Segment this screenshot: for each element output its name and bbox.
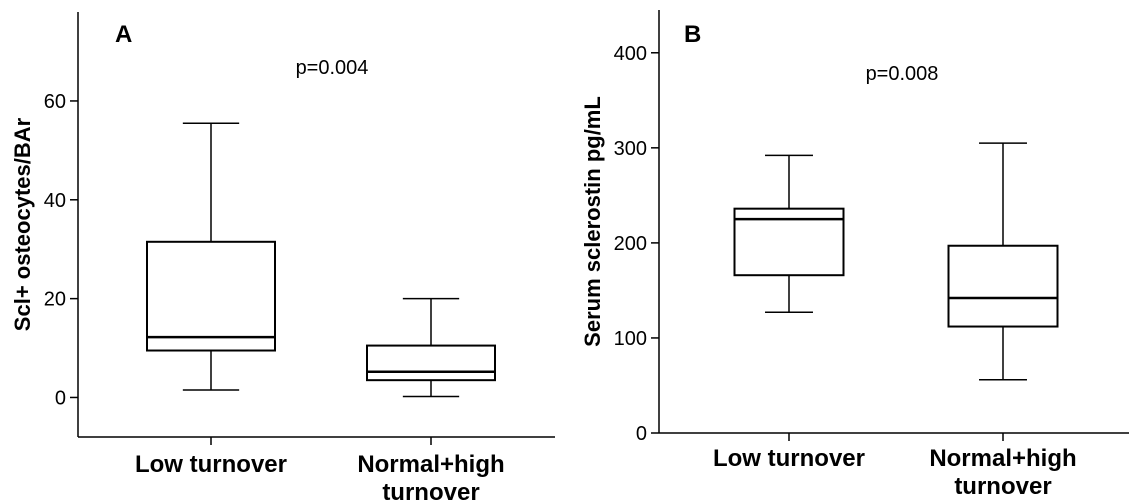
panel-b-category-label-line: Normal+high	[929, 445, 1076, 472]
panel-b-iqr-box	[947, 244, 1059, 328]
panel-a-y-axis-label: Scl+ osteocytes/BAr	[10, 117, 35, 331]
panel-b-category-label: Normal+high turnover	[929, 445, 1076, 500]
panel-a-y-tick-label: 60	[44, 91, 66, 113]
panel-a-category-label-line: Low turnover	[135, 451, 287, 478]
panel-a-category-label: Low turnover	[135, 451, 287, 478]
panel-a-category-label: Normal+high turnover	[357, 451, 504, 500]
panel-a: 0 20 40 60 Scl+ osteocytes/BAr Ap=0.004 Low tu…	[10, 12, 555, 500]
panel-a-y-tick-label: 20	[44, 289, 66, 311]
panel-b-y-tick-label: 200	[614, 233, 647, 255]
panel-b-category-label-line: Low turnover	[713, 445, 865, 472]
panel-a-letter: A	[115, 21, 132, 48]
panel-b-letter: B	[684, 21, 701, 48]
panel-a-category-label-line: Normal+high	[357, 451, 504, 478]
panel-a-iqr-box	[146, 240, 276, 352]
panel-b-y-axis-label: Serum sclerostin pg/mL	[580, 96, 605, 347]
panel-a-box-group-1: Low turnover	[135, 122, 287, 478]
panel-b-y-tick-label: 400	[614, 43, 647, 65]
panel-b-category-label: Low turnover	[713, 445, 865, 472]
panel-b-p-value: p=0.008	[866, 63, 939, 85]
panel-a-box-group-2: Normal+high turnover	[357, 297, 505, 500]
panel-a-category-label-line: turnover	[382, 479, 479, 500]
panel-b-category-label-line: turnover	[954, 473, 1051, 500]
panel-a-y-tick-label: 0	[55, 387, 66, 409]
panel-b-y-tick-label: 300	[614, 138, 647, 160]
panel-b-box-group-2: Normal+high turnover	[929, 142, 1077, 500]
panel-a-p-value: p=0.004	[296, 57, 369, 79]
panel-b-iqr-box	[733, 207, 845, 277]
panel-a-iqr-box	[366, 344, 496, 382]
panel-b-y-tick-label: 100	[614, 328, 647, 350]
panel-b-box-group-1: Low turnover	[713, 154, 865, 472]
panel-a-y-tick-label: 40	[44, 190, 66, 212]
panel-b-y-tick-label: 0	[636, 423, 647, 445]
panel-b: 0 100 200 300 400 Serum sclerostin pg/mL Bp=0.…	[580, 10, 1129, 500]
